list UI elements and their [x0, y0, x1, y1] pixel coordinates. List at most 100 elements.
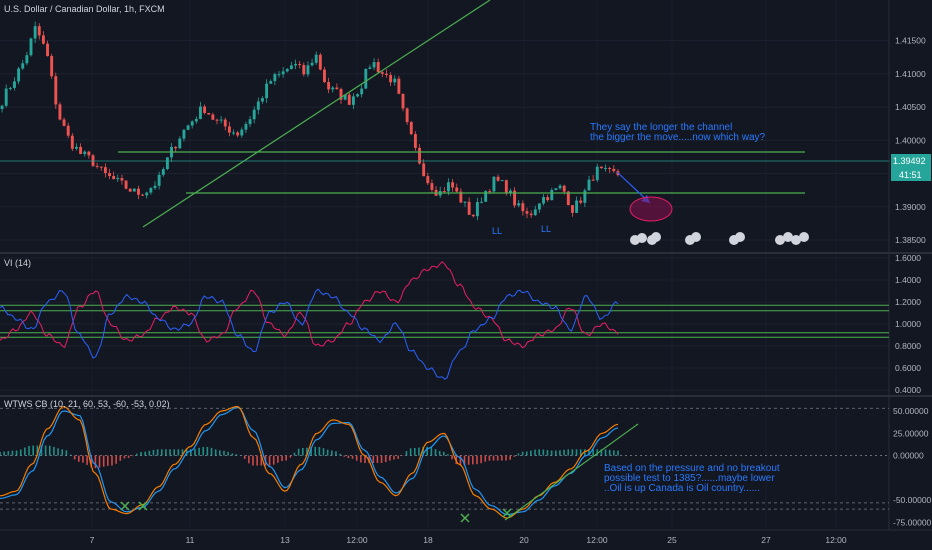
wt-histogram-bar — [360, 455, 362, 463]
wt-histogram-bar — [65, 450, 68, 456]
wt-histogram-bar — [467, 455, 470, 465]
candle-body — [58, 104, 62, 120]
wt-histogram-bar — [94, 455, 97, 469]
wt-histogram-bar — [525, 451, 528, 456]
wt-histogram-bar — [496, 455, 499, 461]
vi-axis[interactable]: 1.6000 1.4000 1.2000 1.0000 0.8000 0.6000 0.40… — [895, 253, 921, 395]
candle-body — [351, 96, 355, 105]
wt-histogram-bar — [430, 447, 433, 456]
wt-histogram-bar — [152, 449, 155, 456]
event-icon[interactable] — [651, 232, 661, 242]
current-price-badge — [891, 154, 931, 168]
wt-histogram-bar — [546, 450, 549, 456]
target-zone-ellipse[interactable] — [629, 196, 673, 222]
candle-body — [29, 38, 33, 56]
candle-body — [87, 151, 91, 156]
wt-histogram-bar — [596, 449, 599, 456]
wt-histogram-bar — [69, 454, 72, 456]
wt-histogram-bar — [355, 455, 358, 461]
economic-event-icons[interactable] — [630, 232, 809, 245]
wt-histogram-bar — [335, 451, 337, 456]
candle-body — [612, 168, 616, 172]
wt-title[interactable]: WTWS CB (10, 21, 60, 53, -60, -53, 0.02) — [4, 399, 170, 409]
pressure-note-line2: possible test to 1385?......maybe lower — [604, 473, 775, 484]
candle-body — [529, 213, 533, 216]
wt-histogram-bar — [413, 447, 416, 456]
wt-histogram-bar — [256, 455, 258, 466]
symbol-title[interactable]: U.S. Dollar / Canadian Dollar, 1h, FXCM — [4, 4, 165, 14]
wt-histogram-bar — [115, 455, 117, 464]
wt-histogram-bar — [185, 449, 188, 456]
wt-histogram-bar — [368, 455, 370, 464]
candle-body — [475, 202, 479, 217]
wt-histogram-bar — [297, 448, 300, 456]
ascending-trendline[interactable] — [142, 0, 491, 228]
event-icon[interactable] — [791, 235, 801, 245]
candle-body — [141, 194, 145, 196]
candle-body — [0, 105, 4, 110]
wt-histogram-bar — [0, 451, 1, 456]
candle-body — [153, 185, 157, 189]
candle-body — [463, 201, 467, 203]
wt-histogram-bar — [451, 455, 453, 460]
candle-body — [227, 126, 231, 133]
vi-title[interactable]: VI (14) — [4, 258, 31, 268]
wt-histogram-bar — [393, 455, 395, 460]
event-icon[interactable] — [783, 232, 793, 242]
wt-histogram-bar — [272, 455, 275, 465]
wt-histogram-bar — [364, 455, 366, 464]
wt-histogram-bar — [463, 455, 466, 466]
candle-body — [331, 87, 335, 90]
wt-trendline[interactable] — [504, 423, 639, 521]
pressure-note-line1: Based on the pressure and no breakout — [604, 463, 780, 474]
wt-histogram-bar — [90, 455, 93, 468]
wt-histogram-bar — [418, 447, 420, 456]
wt-histogram-bar — [127, 455, 130, 458]
candle-body — [554, 188, 558, 191]
event-icon[interactable] — [735, 232, 745, 242]
event-icon[interactable] — [799, 232, 809, 242]
current-price-label: 1.39492 — [893, 156, 926, 166]
wt-histogram-bar — [530, 450, 532, 456]
wt-histogram-bar — [107, 455, 109, 466]
candle-body — [232, 132, 235, 134]
wt-histogram-bar — [82, 455, 84, 463]
candle-body — [174, 146, 178, 149]
wt-histogram-bar — [476, 455, 478, 465]
candle-body — [265, 83, 269, 99]
wt-histogram-bar — [32, 445, 34, 456]
candle-body — [595, 166, 599, 181]
wt-histogram-bar — [48, 445, 51, 456]
wt-histogram-bar — [405, 451, 408, 456]
wt-histogram-bar — [389, 455, 391, 461]
candlestick-series — [0, 21, 620, 221]
time-tick-label: 11 — [186, 535, 195, 545]
wt-histogram-bar — [584, 449, 586, 456]
candle-body — [161, 169, 165, 175]
vi-plus-line — [0, 288, 619, 380]
candle-body — [66, 125, 70, 136]
candle-body — [558, 185, 562, 189]
wt-axis[interactable]: 50.00000 25.00000 0.00000 -50.00000 -75.0000… — [893, 406, 932, 528]
candle-body — [566, 191, 570, 206]
candle-body — [13, 81, 16, 88]
wt-histogram-bar — [165, 449, 167, 456]
wt-histogram-bar — [285, 455, 287, 461]
candle-body — [50, 56, 54, 77]
candle-body — [182, 129, 186, 139]
wt-histogram-bar — [277, 455, 279, 463]
candle-body — [323, 69, 326, 83]
event-icon[interactable] — [775, 235, 785, 245]
event-icon[interactable] — [691, 232, 701, 242]
channel-note-line1: They say the longer the channel — [590, 122, 732, 133]
time-axis[interactable]: 7 11 13 12:00 18 20 12:00 25 27 12:00 — [90, 535, 847, 545]
event-icon[interactable] — [637, 233, 647, 243]
candle-body — [360, 88, 364, 95]
wt-histogram-bar — [301, 448, 304, 456]
price-tick-label: 1.39000 — [895, 202, 926, 212]
candle-body — [41, 35, 45, 44]
time-tick-label: 12:00 — [825, 535, 847, 545]
wt-histogram-bar — [579, 449, 582, 456]
wt-histogram-bar — [459, 455, 462, 466]
